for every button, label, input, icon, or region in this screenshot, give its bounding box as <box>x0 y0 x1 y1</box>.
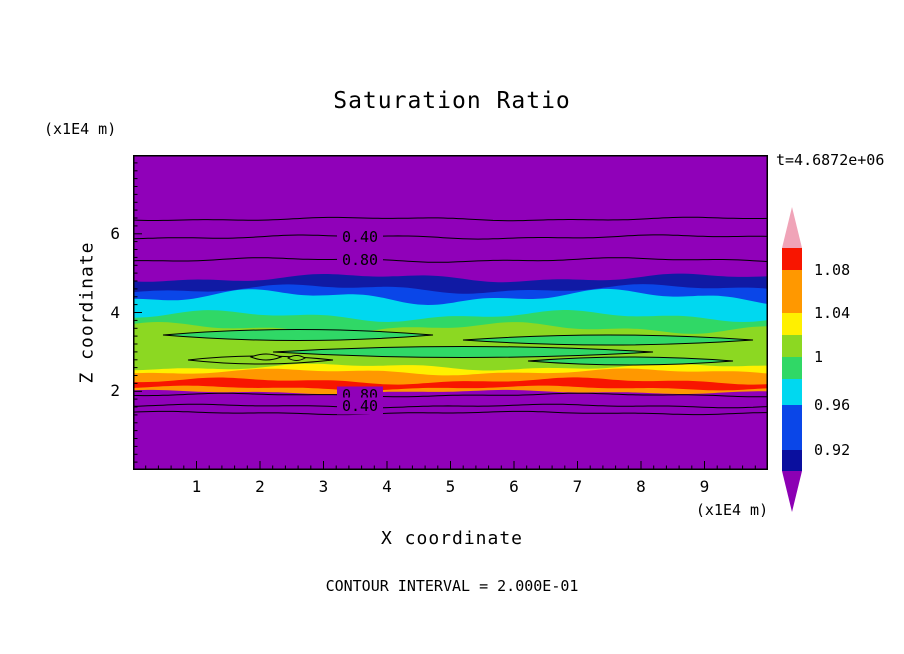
contour-streak <box>462 334 754 346</box>
contour-streak <box>527 356 734 366</box>
contour-label: 0.40 <box>342 397 378 415</box>
colorbar-segment <box>782 405 802 450</box>
x-axis-title: X coordinate <box>380 528 524 549</box>
contour-line <box>133 216 768 222</box>
y-axis-unit-label: (x1E4 m) <box>44 120 117 138</box>
contour-streak <box>287 355 306 361</box>
colorbar-segment <box>782 313 802 335</box>
x-tick-label: 5 <box>445 477 456 496</box>
y-tick-label: 4 <box>110 302 120 322</box>
contour-interval-note: CONTOUR INTERVAL = 2.000E-01 <box>325 577 579 595</box>
contour-label-backing <box>337 251 383 269</box>
colorbar-label: 1.04 <box>814 304 850 322</box>
contour-label-backing <box>337 397 383 415</box>
x-tick-label: 2 <box>255 477 265 496</box>
colorbar-label: 1.08 <box>814 261 850 279</box>
plot-frame <box>133 155 768 470</box>
y-tick-label: 2 <box>110 381 120 401</box>
colorbar-segment <box>782 335 802 357</box>
contour-streak <box>272 346 654 358</box>
x-axis-unit-label: (x1E4 m) <box>695 501 769 519</box>
band-purple-bottom <box>133 389 768 470</box>
colorbar-arrow-up <box>782 207 802 248</box>
colorbar-label: 1 <box>814 348 823 366</box>
y-tick-label: 6 <box>110 223 120 243</box>
colorbar-label: 0.96 <box>814 396 850 414</box>
colorbar-segment <box>782 357 802 379</box>
colorbar-label: 0.92 <box>814 441 850 459</box>
colorbar-segment <box>782 450 802 471</box>
x-tick-label: 4 <box>382 477 392 496</box>
contour-line <box>133 410 768 416</box>
colorbar-segment <box>782 248 802 270</box>
x-tick-label: 1 <box>191 477 202 496</box>
x-tick-label: 3 <box>318 477 329 496</box>
x-tick-label: 8 <box>636 477 646 496</box>
contour-plot: 0.400.800.800.40 <box>133 155 768 470</box>
colorbar-segment <box>782 379 802 405</box>
timestamp-label: t=4.6872e+06 <box>776 151 885 169</box>
contour-label: 0.40 <box>342 228 378 246</box>
plot-title: Saturation Ratio <box>333 88 571 114</box>
colorbar-segment <box>782 270 802 313</box>
contour-line <box>133 392 768 398</box>
contour-line <box>133 403 768 409</box>
x-tick-label: 9 <box>699 477 710 496</box>
contour-label-backing <box>337 228 383 246</box>
colorbar-arrow-down <box>782 471 802 512</box>
x-tick-label: 6 <box>509 477 519 496</box>
colorbar: 1.08 1.04 1 0.96 0.92 <box>782 207 850 512</box>
contour-line <box>133 234 768 240</box>
x-tick-label: 7 <box>572 477 583 496</box>
contour-label: 0.80 <box>342 251 378 269</box>
contour-streak <box>249 353 283 361</box>
contour-line <box>133 257 768 263</box>
contour-streak <box>162 329 434 341</box>
